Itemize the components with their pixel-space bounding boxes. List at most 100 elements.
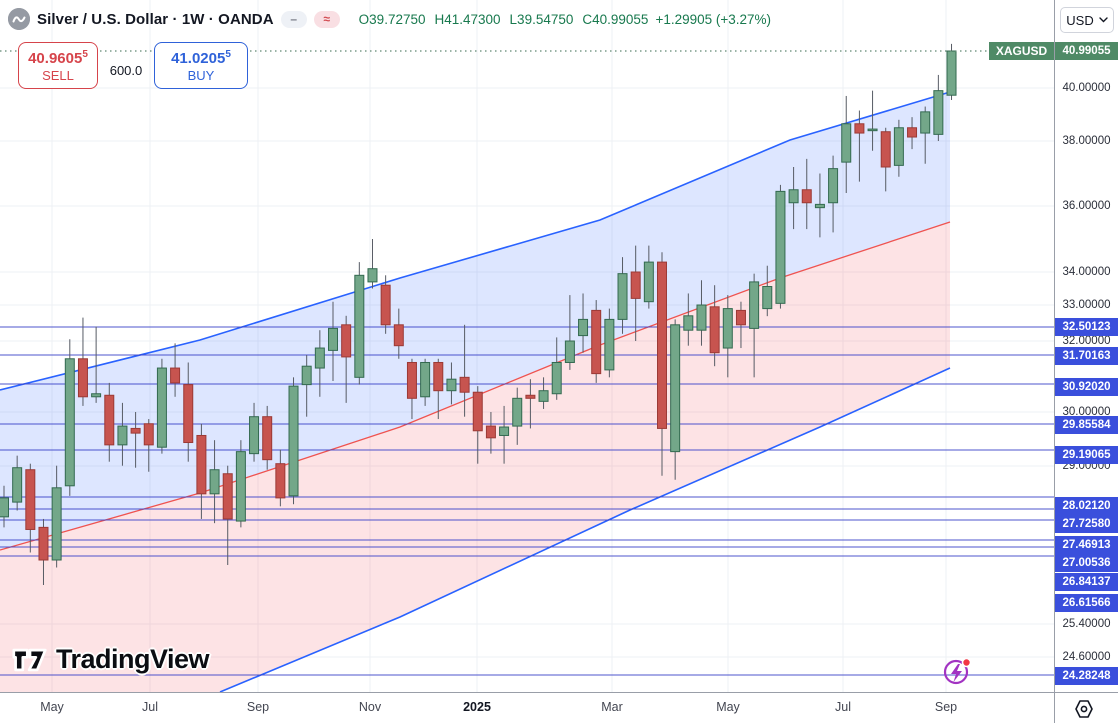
level-price-tag: 31.70163 xyxy=(1055,347,1118,365)
candle-body xyxy=(51,487,62,561)
candle-body xyxy=(104,394,115,446)
symbol-price-tag: XAGUSD xyxy=(989,42,1054,60)
sell-button[interactable]: 40.96055 SELL xyxy=(18,42,98,89)
notification-dot xyxy=(961,657,972,668)
level-price-tag: 29.19065 xyxy=(1055,446,1118,464)
candle-body xyxy=(380,284,391,326)
candle-body xyxy=(762,286,773,310)
candle-body xyxy=(880,131,891,168)
level-price-tag: 28.02120 xyxy=(1055,497,1118,515)
candle-body xyxy=(617,273,628,320)
channel-upper-line xyxy=(0,91,951,391)
candle-body xyxy=(551,361,562,395)
candle-body xyxy=(354,274,365,378)
spark-fire-icon[interactable] xyxy=(941,655,975,687)
candle-body xyxy=(328,327,338,351)
candle-body xyxy=(367,268,378,283)
market-closed-dash-icon[interactable]: – xyxy=(280,10,307,28)
channel-lower-line xyxy=(219,367,951,692)
candle-body xyxy=(591,309,602,375)
candle-body xyxy=(578,318,589,337)
level-price-tag: 32.50123 xyxy=(1055,318,1118,336)
candle-body xyxy=(196,434,207,495)
candle-body xyxy=(538,390,549,402)
candle-body xyxy=(683,315,694,331)
candle-body xyxy=(288,385,299,497)
candle-body xyxy=(867,128,878,132)
candle-body xyxy=(749,281,760,329)
channel-upper-fill xyxy=(0,92,950,550)
candle-body xyxy=(249,416,260,455)
candle-body xyxy=(38,526,49,561)
chevron-down-icon xyxy=(1099,17,1108,23)
tradingview-logo-icon xyxy=(12,648,47,671)
candle-body xyxy=(262,416,273,461)
time-axis-label: Jul xyxy=(835,700,851,714)
candle-body xyxy=(77,358,88,398)
candle-body xyxy=(485,425,496,439)
price-tick-label: 40.00000 xyxy=(1062,82,1111,94)
level-price-tag: 29.85584 xyxy=(1055,416,1118,434)
level-price-tag: 24.28248 xyxy=(1055,667,1118,685)
instrument-logo-icon xyxy=(8,8,30,30)
approx-price-icon[interactable]: ≈ xyxy=(313,10,340,28)
candle-body xyxy=(459,376,470,393)
candle-body xyxy=(828,168,839,204)
price-tick-label: 36.00000 xyxy=(1062,200,1111,212)
time-axis[interactable]: May Jul Sep Nov 2025 Mar May Jul Sep xyxy=(0,692,1118,723)
candle-body xyxy=(393,324,404,347)
lightning-bolt-icon xyxy=(951,664,962,682)
candle-body xyxy=(156,367,167,448)
candle-body xyxy=(275,463,286,499)
candle-body xyxy=(801,189,812,204)
buy-price: 41.02055 xyxy=(171,49,231,67)
candle-body xyxy=(301,365,312,386)
candle-body xyxy=(788,189,799,204)
tradingview-watermark[interactable]: TradingView xyxy=(12,644,210,675)
candle-body xyxy=(657,261,667,429)
candle-body xyxy=(91,393,102,398)
candle-body xyxy=(472,391,483,432)
candle-body xyxy=(117,425,128,446)
candle-body xyxy=(709,306,720,354)
chart-canvas[interactable] xyxy=(0,0,1054,692)
candle-body xyxy=(854,123,865,134)
buy-button[interactable]: 41.02055 BUY xyxy=(154,42,248,89)
currency-selector[interactable]: USD xyxy=(1060,7,1114,33)
price-axis[interactable]: USD 40.00000 38.00000 36.00000 34.00000 33.0… xyxy=(1055,0,1118,692)
time-axis-label: Nov xyxy=(358,700,382,714)
candle-body xyxy=(775,190,786,304)
candle-body xyxy=(604,318,615,371)
level-price-tag: 27.46913 xyxy=(1055,536,1118,554)
price-tick-label: 32.00000 xyxy=(1062,335,1111,347)
candle-body xyxy=(920,111,931,134)
ohlc-values: O39.72750 H41.47300 L39.54750 C40.99055 xyxy=(359,12,649,27)
time-axis-label: 2025 xyxy=(463,700,491,714)
ohlc-item-C: C40.99055 xyxy=(582,11,649,27)
candle-body xyxy=(670,324,681,453)
price-axis-border xyxy=(1054,0,1055,723)
ohlc-item-O: O39.72750 xyxy=(358,11,426,27)
candle-body xyxy=(130,427,141,434)
price-tick-label: 33.00000 xyxy=(1062,299,1111,311)
time-axis-label: Sep xyxy=(934,700,958,714)
candle-body xyxy=(907,127,918,138)
candle-body xyxy=(420,361,431,398)
candle-body xyxy=(946,50,957,96)
hexagon-settings-icon[interactable] xyxy=(1072,697,1096,721)
symbol-title[interactable]: Silver / U.S. Dollar · 1W · OANDA xyxy=(37,10,274,28)
candle-body xyxy=(630,271,641,299)
ohlc-item-H: H41.47300 xyxy=(434,11,501,27)
candle-body xyxy=(512,397,523,427)
candle-body xyxy=(814,203,825,209)
sell-price: 40.96055 xyxy=(28,49,88,67)
candle-body xyxy=(170,367,181,384)
channel-center-line xyxy=(0,221,951,551)
candle-body xyxy=(446,378,457,392)
candle-body xyxy=(0,497,9,518)
candle-body xyxy=(841,123,852,163)
time-axis-label: May xyxy=(716,700,740,714)
candle-body xyxy=(341,324,352,358)
candle-body xyxy=(893,127,904,166)
